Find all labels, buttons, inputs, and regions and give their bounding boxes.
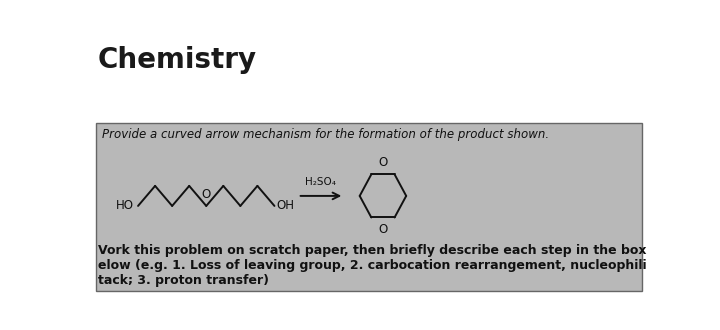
- Text: HO: HO: [115, 199, 133, 213]
- Bar: [96, 123, 642, 291]
- Text: H₂SO₄: H₂SO₄: [305, 177, 336, 187]
- Text: O: O: [378, 223, 387, 236]
- Text: Chemistry: Chemistry: [98, 46, 257, 74]
- Text: OH: OH: [276, 199, 294, 213]
- Text: O: O: [378, 156, 387, 169]
- Text: O: O: [202, 187, 211, 201]
- Text: Vork this problem on scratch paper, then briefly describe each step in the box
e: Vork this problem on scratch paper, then…: [98, 245, 647, 287]
- Text: Provide a curved arrow mechanism for the formation of the product shown.: Provide a curved arrow mechanism for the…: [102, 128, 549, 141]
